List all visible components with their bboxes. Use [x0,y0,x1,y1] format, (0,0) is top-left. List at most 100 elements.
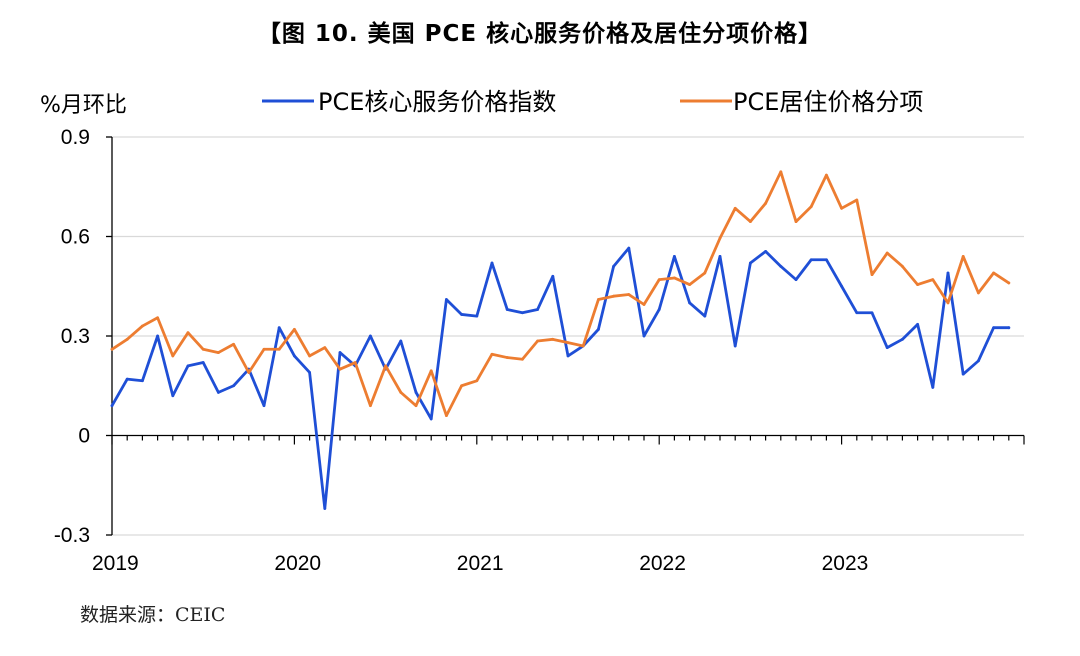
data-point [779,264,783,268]
data-point [536,308,539,311]
data-point [718,236,722,240]
grid-layer [112,136,1024,536]
data-point [1007,281,1011,285]
data-point [156,334,160,338]
data-point [597,327,600,331]
data-point [125,337,129,341]
data-point [673,255,676,258]
data-point [369,334,372,338]
source-note: 数据来源：CEIC [80,604,226,626]
data-point [338,367,342,371]
data-point [232,384,236,388]
data-point [946,301,950,305]
data-point [308,354,311,358]
data-point [445,298,448,301]
data-point [201,347,205,351]
data-point [992,271,995,275]
data-point [870,311,874,315]
data-point [445,414,448,417]
data-point [946,271,950,275]
data-point [551,274,555,278]
axis-layer: -0.3 0 0.3 0.6 0.9 2019 2020 2021 2022 2023 %月环比 [40,93,1025,575]
data-point [901,337,904,341]
data-point [764,250,767,253]
data-point [703,314,707,318]
data-point [460,313,463,316]
data-point [931,386,935,389]
legend-label: PCE居住价格分项 [733,88,923,116]
data-point [916,322,919,326]
data-point [977,291,980,295]
data-point [885,346,889,350]
legend-label: PCE核心服务价格指数 [318,88,556,116]
data-point [961,372,965,376]
x-tick-label: 2020 [274,552,321,575]
data-point [809,258,813,262]
data-point [825,173,828,177]
series-line-0 [110,246,1011,510]
data-point [566,341,570,345]
data-point [612,264,615,268]
data-point [308,371,311,374]
data-point [764,201,767,205]
data-point [612,294,615,298]
data-point [901,264,904,268]
y-tick-label: 0.9 [61,126,90,149]
data-point [171,354,175,358]
data-point [840,206,843,210]
x-tick-label: 2021 [457,552,504,575]
data-point [688,301,691,305]
data-point [1007,326,1011,330]
data-point [627,246,631,250]
data-point [657,308,661,311]
data-point [125,377,129,381]
data-point [642,303,646,306]
data-point [399,339,403,343]
data-point [825,258,828,262]
data-point [749,261,752,265]
unit-label: %月环比 [40,93,127,118]
data-point [566,354,570,358]
data-point [885,251,889,255]
data-point [794,278,798,282]
data-point [110,404,114,408]
data-point [247,371,251,374]
y-tick-label: 0.6 [61,226,90,249]
series-layer [110,170,1011,510]
data-point [429,369,433,373]
data-point [369,404,372,408]
chart-title: 【图 10. 美国 PCE 核心服务价格及居住分项价格】 [257,21,823,47]
data-point [399,390,403,394]
data-point [353,361,357,364]
data-point [733,344,737,348]
data-point [642,334,646,338]
data-point [141,379,144,383]
data-point [475,314,479,318]
data-point [673,276,676,280]
data-point [217,351,220,354]
y-tick-label: 0.3 [61,325,90,348]
data-point [490,261,494,265]
data-point [338,351,342,354]
data-point [186,331,190,335]
data-point [323,346,327,350]
data-point [840,284,843,288]
data-point [581,344,585,348]
data-point [110,347,114,351]
data-point [794,220,798,223]
data-point [293,354,296,358]
data-point [277,326,281,330]
data-point [688,283,691,286]
legend: PCE核心服务价格指数 PCE居住价格分项 [262,88,923,116]
data-point [171,394,175,398]
data-point [809,205,813,209]
data-point [277,347,281,351]
data-point [262,347,266,351]
y-tick-label: -0.3 [54,524,90,547]
data-point [718,255,722,258]
data-point [992,326,995,330]
data-point [733,206,737,210]
x-tick-label: 2022 [639,552,686,575]
x-tick-label: 2023 [822,552,869,575]
